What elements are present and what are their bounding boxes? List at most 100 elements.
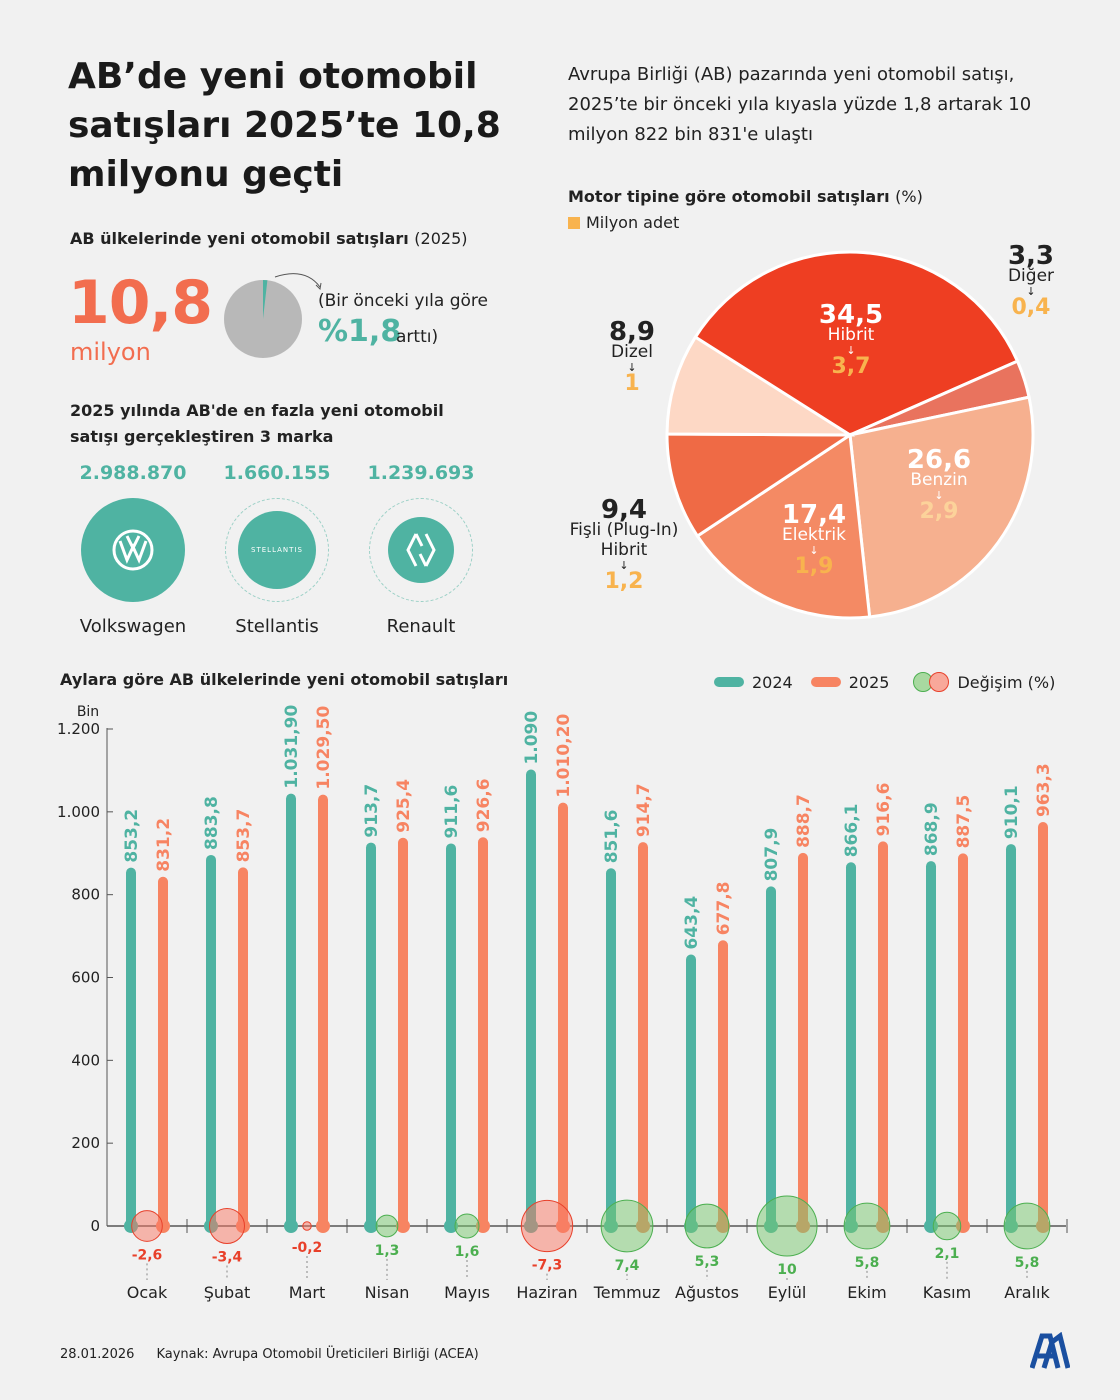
pie-millions: 1,2 <box>604 569 644 594</box>
pie-percent: 34,5 <box>818 300 884 330</box>
legend-swatch <box>568 216 580 229</box>
change-label: 5,8 <box>1015 1255 1040 1271</box>
change-bubble <box>600 1199 654 1253</box>
bar-base-2025 <box>316 1219 330 1233</box>
bar-value-label: 853,7 <box>234 809 254 863</box>
brand-value: 1.239.693 <box>367 462 475 484</box>
bar-value-label: 911,6 <box>442 785 462 839</box>
legend-2025-swatch <box>810 677 841 687</box>
arrow-down-icon: ↓ <box>627 361 637 374</box>
pie-category: Benzin <box>910 470 968 490</box>
brand-name: Renault <box>386 616 456 637</box>
change-value: %1,8 <box>318 314 402 349</box>
footer-date: 28.01.2026 <box>60 1347 135 1362</box>
bar-value-label: 914,7 <box>634 783 654 837</box>
month-label: Mayıs <box>444 1283 490 1302</box>
footer: 28.01.2026 Kaynak: Avrupa Otomobil Üretic… <box>60 1347 479 1362</box>
renault-logo <box>369 498 473 602</box>
total-value: 10,8 <box>68 268 213 338</box>
change-bubble <box>684 1203 730 1249</box>
arrow-down-icon: ↓ <box>619 559 629 572</box>
change-bubble <box>454 1213 480 1239</box>
pie-percent: 3,3 <box>1007 241 1055 271</box>
pie-slice-2 <box>848 395 1035 619</box>
change-label: 2,1 <box>935 1246 960 1262</box>
summary-heading-suffix: (2025) <box>414 229 468 248</box>
change-label: -0,2 <box>292 1240 323 1256</box>
bar-value-label: 643,4 <box>682 896 702 950</box>
bar-value-label: 853,2 <box>122 809 142 863</box>
bar-value-label: 1.090 <box>522 711 542 765</box>
legend-2025: 2025 <box>848 672 890 692</box>
intro-text: Avrupa Birliği (AB) pazarında yeni otomo… <box>568 64 1032 145</box>
pie-percent: 17,4 <box>781 500 847 530</box>
pie-label: 26,6 Benzin ↓ 2,9 <box>869 445 1009 524</box>
pie-millions: 3,7 <box>831 354 871 379</box>
change-label: 7,4 <box>615 1258 640 1274</box>
pie-millions: 2,9 <box>919 499 959 524</box>
bar-value-label: 887,5 <box>954 795 974 849</box>
bar-value-label: 913,7 <box>362 784 382 838</box>
pie-slice-5 <box>665 334 856 437</box>
legend-2024-swatch <box>714 677 744 687</box>
month-label: Kasım <box>923 1283 971 1302</box>
brand-name: Volkswagen <box>79 616 187 637</box>
change-label: 10 <box>777 1262 797 1278</box>
pie-percent: 26,6 <box>906 445 972 475</box>
brands-heading: 2025 yılında AB'de en fazla yeni otomobi… <box>70 401 444 446</box>
month-label: Haziran <box>516 1283 577 1302</box>
month-label: Mart <box>289 1283 325 1302</box>
bar-value-label: 926,6 <box>474 778 494 832</box>
change-label: 5,3 <box>695 1254 720 1270</box>
change-label: -2,6 <box>132 1247 163 1263</box>
change-bubble <box>843 1202 891 1250</box>
bar-value-label: 1.029,50 <box>314 706 334 790</box>
bar-value-label: 1.010,20 <box>554 714 574 798</box>
bar-value-label: 807,9 <box>762 828 782 882</box>
pie-category: Fişli (Plug-In) Hibrit <box>569 520 679 560</box>
curved-arrow-icon <box>274 273 321 288</box>
pie-label: 8,9 Dizel ↓ 1 <box>562 317 702 395</box>
change-label: 1,3 <box>375 1243 400 1259</box>
month-label: Ağustos <box>675 1283 739 1302</box>
change-prev-text: (Bir önceki yıla göre <box>318 291 488 311</box>
growth-pie <box>224 273 322 358</box>
legend-change: Değişim (%) <box>957 672 1056 692</box>
change-bubble <box>302 1221 312 1231</box>
change-bubble <box>131 1210 163 1242</box>
bar-value-label: 925,4 <box>394 779 414 833</box>
legend-2024: 2024 <box>752 672 793 692</box>
monthly-heading: Aylara göre AB ülkelerinde yeni otomobil… <box>60 670 509 689</box>
pie-category: Hibrit <box>827 325 875 345</box>
pie-category: Diğer <box>1007 266 1055 286</box>
bar-base-2024 <box>284 1219 298 1233</box>
month-label: Şubat <box>204 1283 251 1302</box>
change-bubble <box>208 1207 246 1245</box>
pie-millions: 1,9 <box>794 554 834 579</box>
bar-base-2024 <box>364 1219 378 1233</box>
y-tick-label: 200 <box>71 1134 100 1152</box>
pie-slice-0 <box>692 250 1020 437</box>
change-suffix: arttı) <box>396 327 439 347</box>
month-label: Temmuz <box>593 1283 661 1302</box>
pie-label: 17,4 Elektrik ↓ 1,9 <box>744 500 884 579</box>
volkswagen-logo <box>81 498 185 602</box>
legend-label: Milyon adet <box>586 213 680 232</box>
total-unit: milyon <box>70 338 151 366</box>
change-bubble <box>520 1199 574 1253</box>
pie-label: 3,3 Diğer ↓ 0,4 <box>961 241 1101 319</box>
pie-percent: 8,9 <box>608 317 656 347</box>
y-tick-label: 800 <box>71 886 100 904</box>
bar-value-label: 910,1 <box>1002 785 1022 839</box>
monthly-bar-chart: Bin 0 200 400 600 800 1.000 1.200 853,2 831,2 -2,6… <box>57 704 1068 1302</box>
month-label: Ekim <box>847 1283 886 1302</box>
page-title: AB’de yeni otomobil satışları 2025’te 10… <box>68 56 501 195</box>
bar-value-label: 677,8 <box>714 881 734 935</box>
brand-stellantis: 1.660.155 STELLANTIS Stellantis <box>207 462 347 637</box>
aa-logo <box>1030 1332 1070 1369</box>
month-label: Aralık <box>1004 1283 1050 1302</box>
y-tick-label: 1.200 <box>57 720 100 738</box>
footer-source: Kaynak: Avrupa Otomobil Üreticileri Birl… <box>156 1347 479 1362</box>
pie-legend: Milyon adet <box>568 213 679 232</box>
pie-category: Dizel <box>611 342 653 362</box>
